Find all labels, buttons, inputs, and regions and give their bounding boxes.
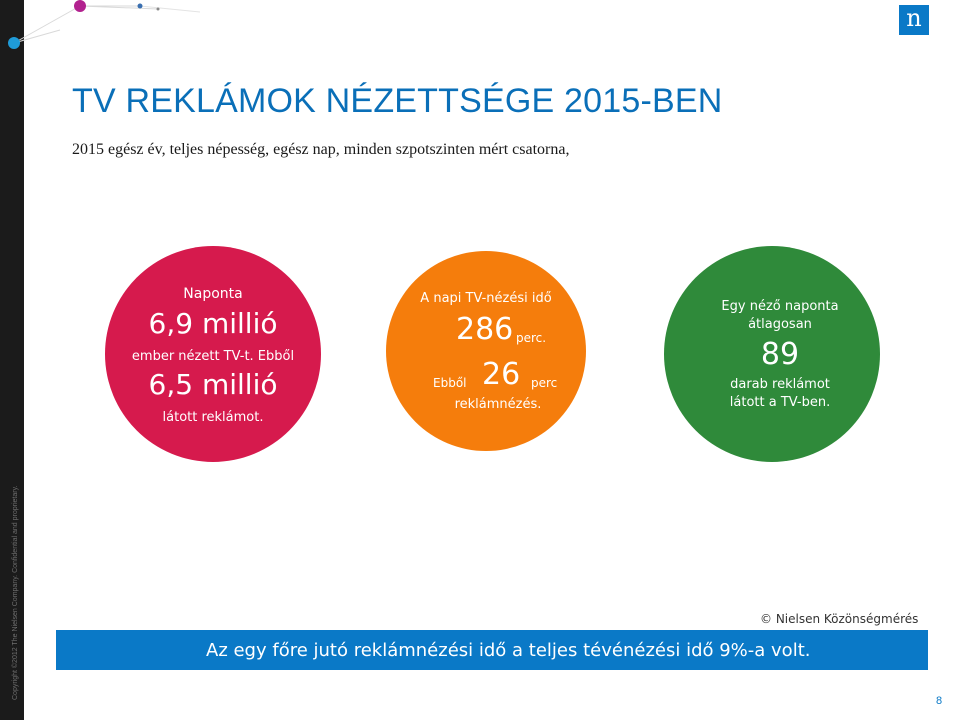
green-line-3: darab reklámot <box>730 377 830 392</box>
red-value-ad-viewers: 6,5 millió <box>148 368 278 401</box>
page-number: 8 <box>936 695 943 707</box>
orange-unit-1: perc. <box>516 331 547 345</box>
copyright-text: Copyright ©2012 The Nielsen Company. Con… <box>12 485 19 701</box>
network-dot-blue <box>8 37 20 49</box>
red-line-2: ember nézett TV-t. Ebből <box>131 349 295 364</box>
left-sidebar-bar: Copyright ©2012 The Nielsen Company. Con… <box>0 0 24 720</box>
network-dot-tiny <box>156 7 160 11</box>
network-dot-small <box>137 3 143 9</box>
decorative-network-graphic <box>8 0 201 49</box>
page-subtitle: 2015 egész év, teljes népesség, egész na… <box>72 141 570 158</box>
daily-viewers-circle: Naponta 6,9 millió ember nézett TV-t. Eb… <box>105 246 321 462</box>
orange-unit-2: perc <box>531 376 558 390</box>
green-line-2: átlagosan <box>748 317 812 332</box>
page-title: TV REKLÁMOK NÉZETTSÉGE 2015-BEN <box>72 82 723 120</box>
viewing-time-circle: A napi TV-nézési idő 286 perc. Ebből 26 … <box>386 251 586 451</box>
highlight-bar: Az egy főre jutó reklámnézési idő a telj… <box>56 630 928 670</box>
orange-value-minutes: 286 <box>456 312 514 347</box>
ads-seen-circle: Egy néző naponta átlagosan 89 darab rekl… <box>664 246 880 462</box>
green-line-1: Egy néző naponta <box>721 299 839 314</box>
orange-line-3: reklámnézés. <box>454 397 542 412</box>
green-value-ads: 89 <box>760 337 800 372</box>
red-line-3: látott reklámot. <box>162 410 264 425</box>
red-value-viewers: 6,9 millió <box>148 307 278 340</box>
orange-value-ad-minutes: 26 <box>482 357 521 392</box>
highlight-text: Az egy főre jutó reklámnézési idő a telj… <box>206 640 811 661</box>
network-dot-purple <box>74 0 86 12</box>
orange-label-top: A napi TV-nézési idő <box>420 291 552 306</box>
red-label-top: Naponta <box>183 286 243 302</box>
orange-prefix-2: Ebből <box>433 376 467 390</box>
source-note: © Nielsen Közönségmérés <box>760 612 919 626</box>
green-line-4: látott a TV-ben. <box>729 395 831 410</box>
nielsen-logo: n <box>899 5 929 35</box>
